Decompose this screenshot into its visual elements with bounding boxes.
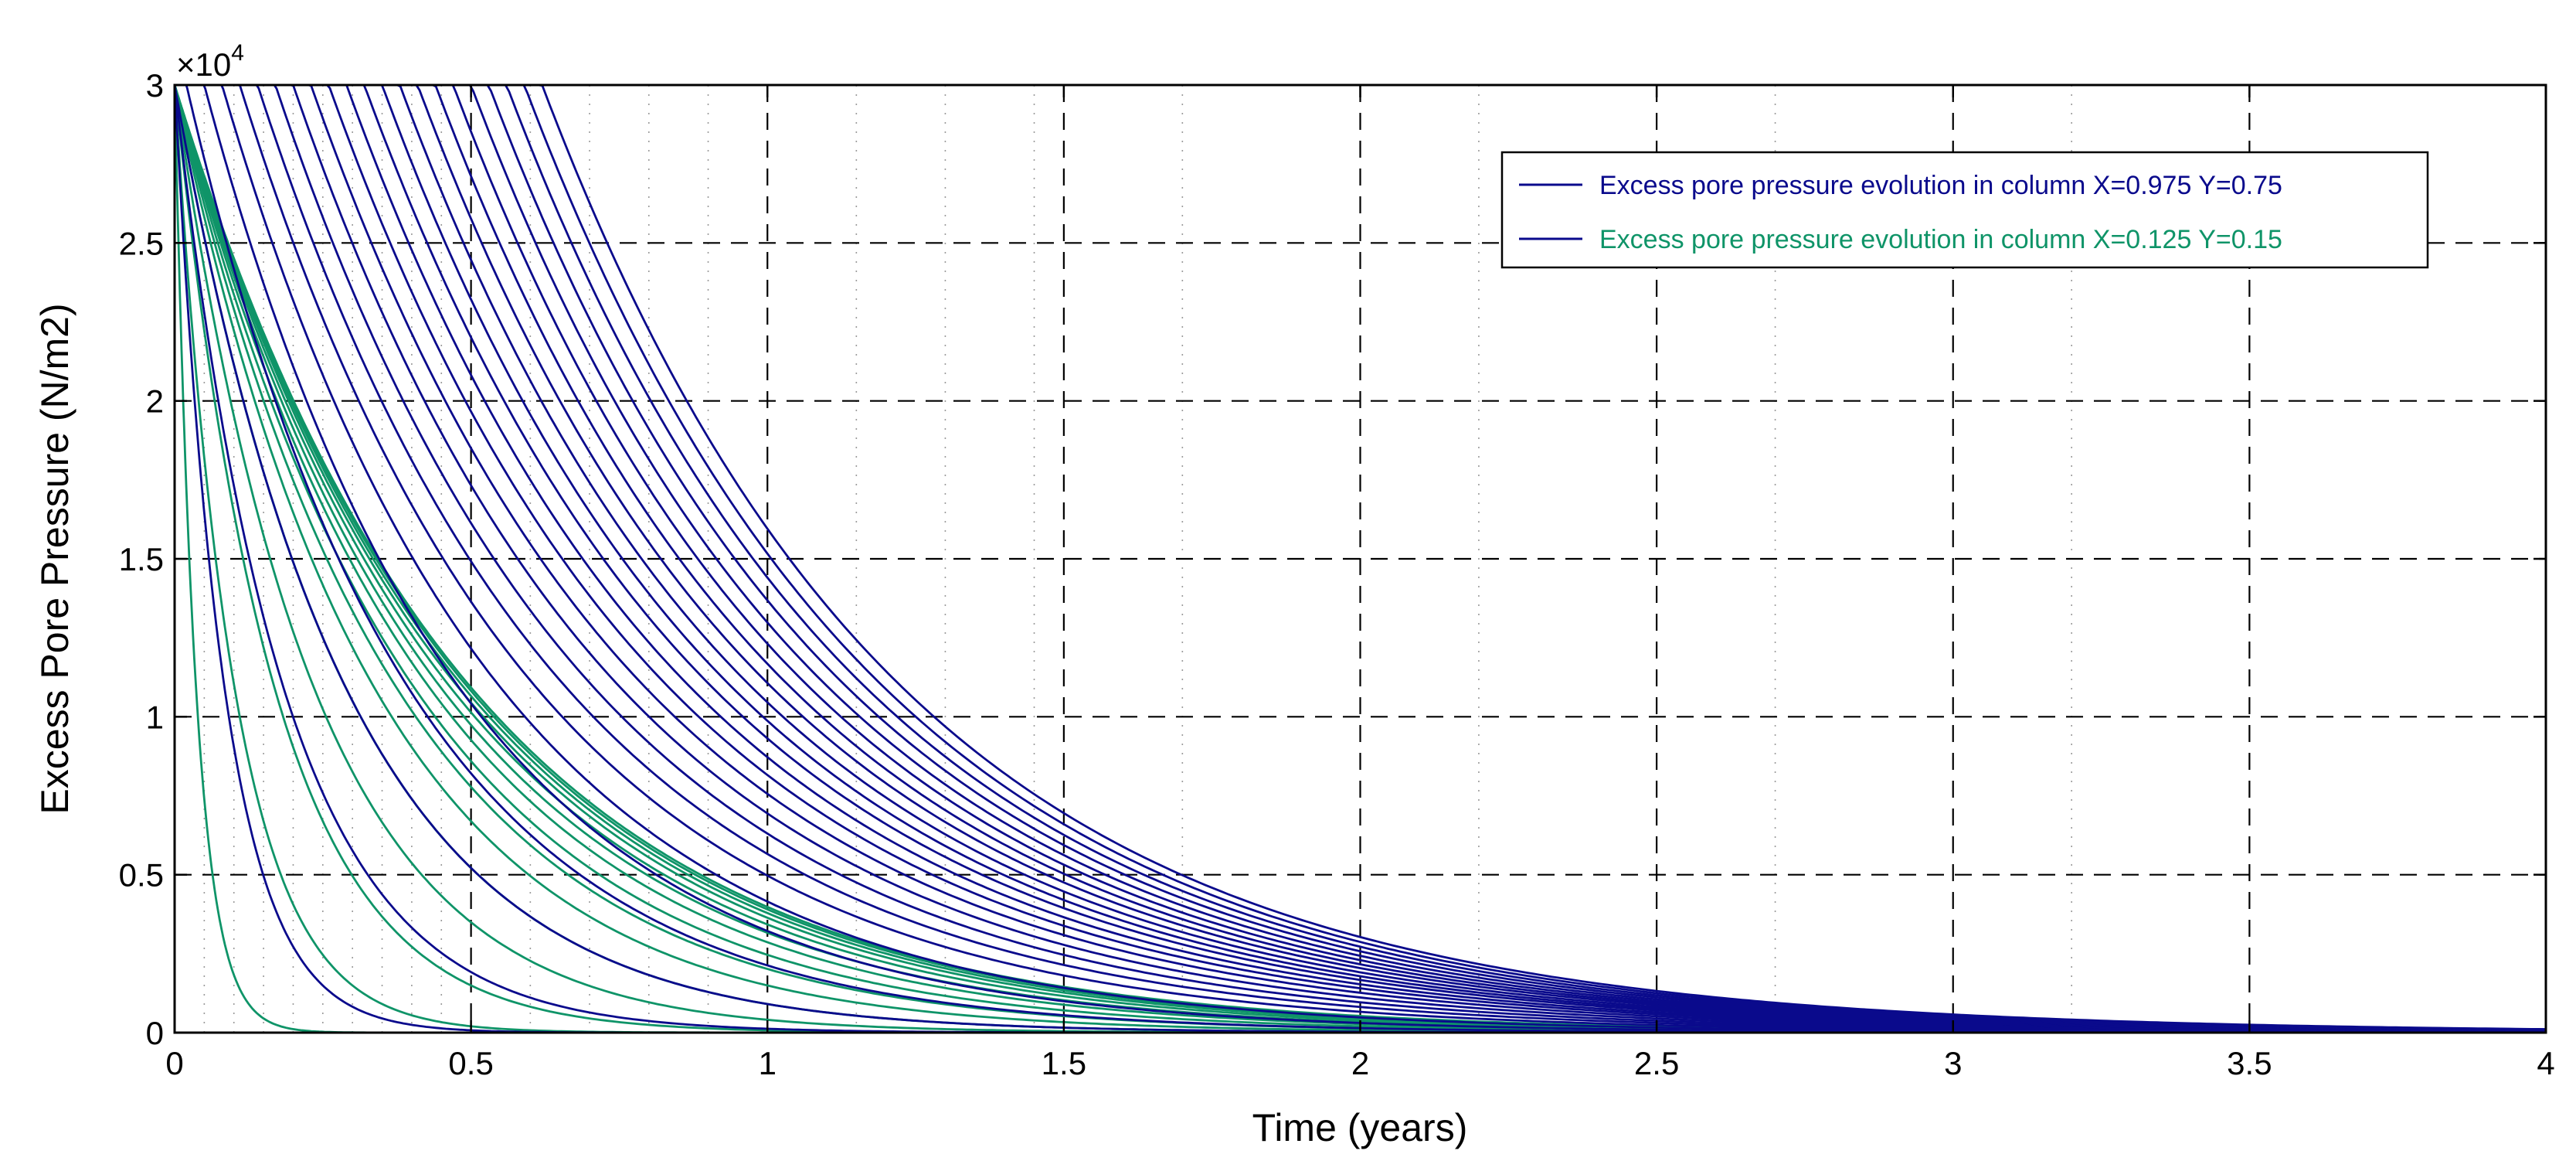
x-tick-label-6: 3 <box>1944 1045 1962 1081</box>
x-tick-label-2: 1 <box>759 1045 777 1081</box>
series-0-curve-2 <box>175 85 2546 1033</box>
y-axis-exponent-power: 4 <box>231 40 244 66</box>
y-tick-label-6: 3 <box>146 67 164 104</box>
y-tick-label-5: 2.5 <box>119 225 164 261</box>
y-axis-exponent-base: ×10 <box>176 46 231 83</box>
x-tick-label-1: 0.5 <box>448 1045 493 1081</box>
legend-entry-2: Excess pore pressure evolution in column… <box>1599 225 2282 254</box>
series-layer <box>175 85 2546 1033</box>
series-1-curve-3 <box>175 85 2546 1033</box>
legend-box <box>1500 151 2429 269</box>
x-tick-label-5: 2.5 <box>1634 1045 1679 1081</box>
x-tick-label-0: 0 <box>165 1045 183 1081</box>
y-tick-label-2: 1 <box>146 699 164 735</box>
legend-entry-1: Excess pore pressure evolution in column… <box>1599 171 2282 200</box>
y-tick-label-4: 2 <box>146 383 164 420</box>
y-tick-label-1: 0.5 <box>119 857 164 894</box>
series-1-curve-0 <box>175 85 2546 1033</box>
y-tick-label-0: 0 <box>146 1015 164 1051</box>
legend: Excess pore pressure evolution in column… <box>1500 151 2429 269</box>
x-tick-label-4: 2 <box>1351 1045 1369 1081</box>
y-axis-ticks: 0 0.5 1 1.5 2 2.5 3 <box>119 67 2546 1051</box>
y-axis-exponent: ×104 <box>176 40 244 83</box>
x-axis-ticks: 0 0.5 1 1.5 2 2.5 3 3.5 4 <box>165 85 2555 1081</box>
x-axis-title: Time (years) <box>1252 1106 1468 1149</box>
y-axis-title: Excess Pore Pressure (N/m2) <box>33 303 76 814</box>
x-tick-label-8: 4 <box>2537 1045 2554 1081</box>
series-0 <box>175 85 2546 1033</box>
major-gridlines <box>175 85 2546 1033</box>
series-0-curve-23 <box>175 85 2546 1030</box>
x-tick-label-7: 3.5 <box>2227 1045 2272 1081</box>
y-tick-label-3: 1.5 <box>119 541 164 577</box>
series-0-curve-0 <box>175 85 2546 1033</box>
series-1-curve-1 <box>175 85 2546 1033</box>
x-tick-label-3: 1.5 <box>1042 1045 1086 1081</box>
